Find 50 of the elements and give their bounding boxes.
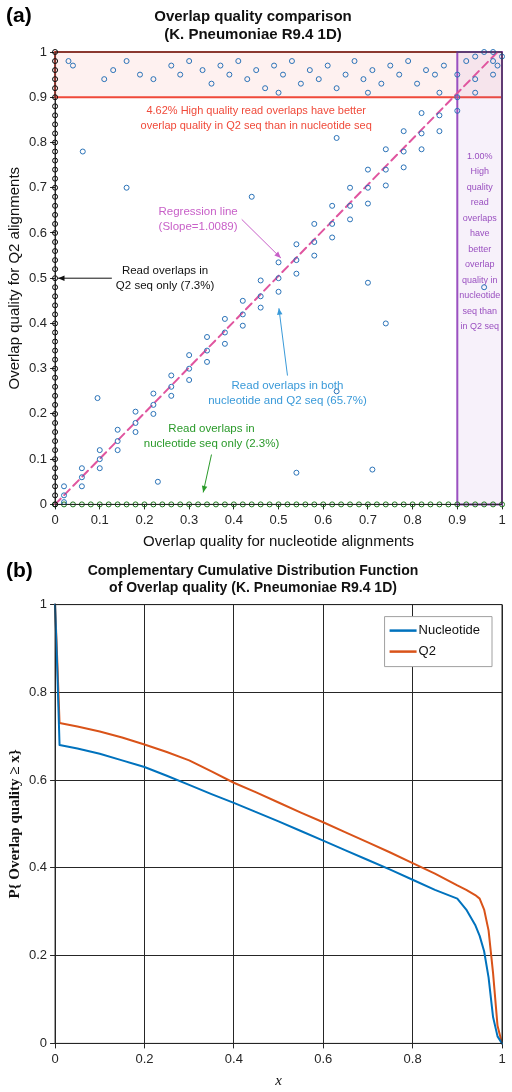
- x-tick-label: 0: [51, 511, 59, 527]
- legend-label: Nucleotide: [418, 622, 481, 638]
- y-tick-label: 0.6: [28, 771, 48, 787]
- x-tick-label: 0.6: [314, 511, 333, 527]
- y-axis-title: P{ Overlap quality ≥ x}: [5, 749, 22, 899]
- text: 1.00% High quality read overlaps have better overlap quality in nucleotide seq than in Q2 seq: [459, 150, 501, 332]
- y-tick-label: 0.4: [28, 859, 48, 875]
- x-tick-label: 0.8: [403, 511, 422, 527]
- x-tick-label: 0.8: [403, 1050, 422, 1066]
- legend-label: Q2: [418, 643, 436, 659]
- x-tick-label: 0.2: [135, 511, 154, 527]
- annotation: Read overlaps in both nucleotide and Q2 seq (65.7%): [208, 379, 367, 407]
- chart-title: Complementary Cumulative Distribution Function of Overlap quality (K. Pneumoniae R9.4 1D): [87, 562, 419, 596]
- annotation: Read overlaps in nucleotide seq only (2.3%): [143, 422, 280, 450]
- text: (b): [6, 558, 33, 582]
- x-tick-label: 0.5: [269, 511, 288, 527]
- x-tick-label: 0.3: [180, 511, 199, 527]
- x-tick-label: 0.6: [314, 1050, 333, 1066]
- x-tick-label: 0.7: [358, 511, 377, 527]
- x-tick-label: 0.9: [448, 511, 467, 527]
- y-tick-label: 1: [39, 596, 48, 612]
- chart-title: Overlap quality comparison (K. Pneumoniae R9.4 1D): [154, 7, 352, 43]
- annotation: Read overlaps in Q2 seq only (7.3%): [115, 263, 215, 291]
- y-tick-label: 0.5: [28, 269, 48, 285]
- y-tick-label: 0.7: [28, 179, 48, 195]
- y-tick-label: 0.8: [28, 134, 48, 150]
- y-tick-label: 0.2: [28, 405, 48, 421]
- x-tick-label: 0.2: [135, 1050, 154, 1066]
- y-tick-label: 0.4: [28, 315, 48, 331]
- x-tick-label: 1: [498, 1050, 506, 1066]
- band-label: 4.62% High quality read overlaps have better overlap quality in Q2 seq than in nucleotide seq: [140, 104, 372, 132]
- annotation: Regression line (Slope=1.0089): [158, 205, 238, 233]
- x-axis-title: x: [274, 1071, 283, 1088]
- y-tick-label: 0.1: [28, 450, 48, 466]
- y-tick-label: 0.2: [28, 947, 48, 963]
- y-tick-label: 0.6: [28, 224, 48, 240]
- x-tick-label: 0.4: [224, 511, 243, 527]
- x-tick-label: 0.4: [224, 1050, 243, 1066]
- y-axis-title: Overlap quality for Q2 alignments: [5, 166, 23, 390]
- x-tick-label: 0.1: [90, 511, 109, 527]
- y-tick-label: 0.3: [28, 360, 48, 376]
- y-tick-label: 0.9: [28, 88, 48, 104]
- y-tick-label: 1: [39, 43, 48, 59]
- y-tick-label: 0.8: [28, 683, 48, 699]
- x-axis-title: Overlap quality for nucleotide alignments: [143, 532, 415, 550]
- y-tick-label: 0: [39, 1034, 48, 1050]
- x-tick-label: 1: [498, 511, 506, 527]
- x-tick-label: 0: [51, 1050, 59, 1066]
- y-tick-label: 0: [39, 495, 48, 511]
- text: (a): [6, 3, 32, 27]
